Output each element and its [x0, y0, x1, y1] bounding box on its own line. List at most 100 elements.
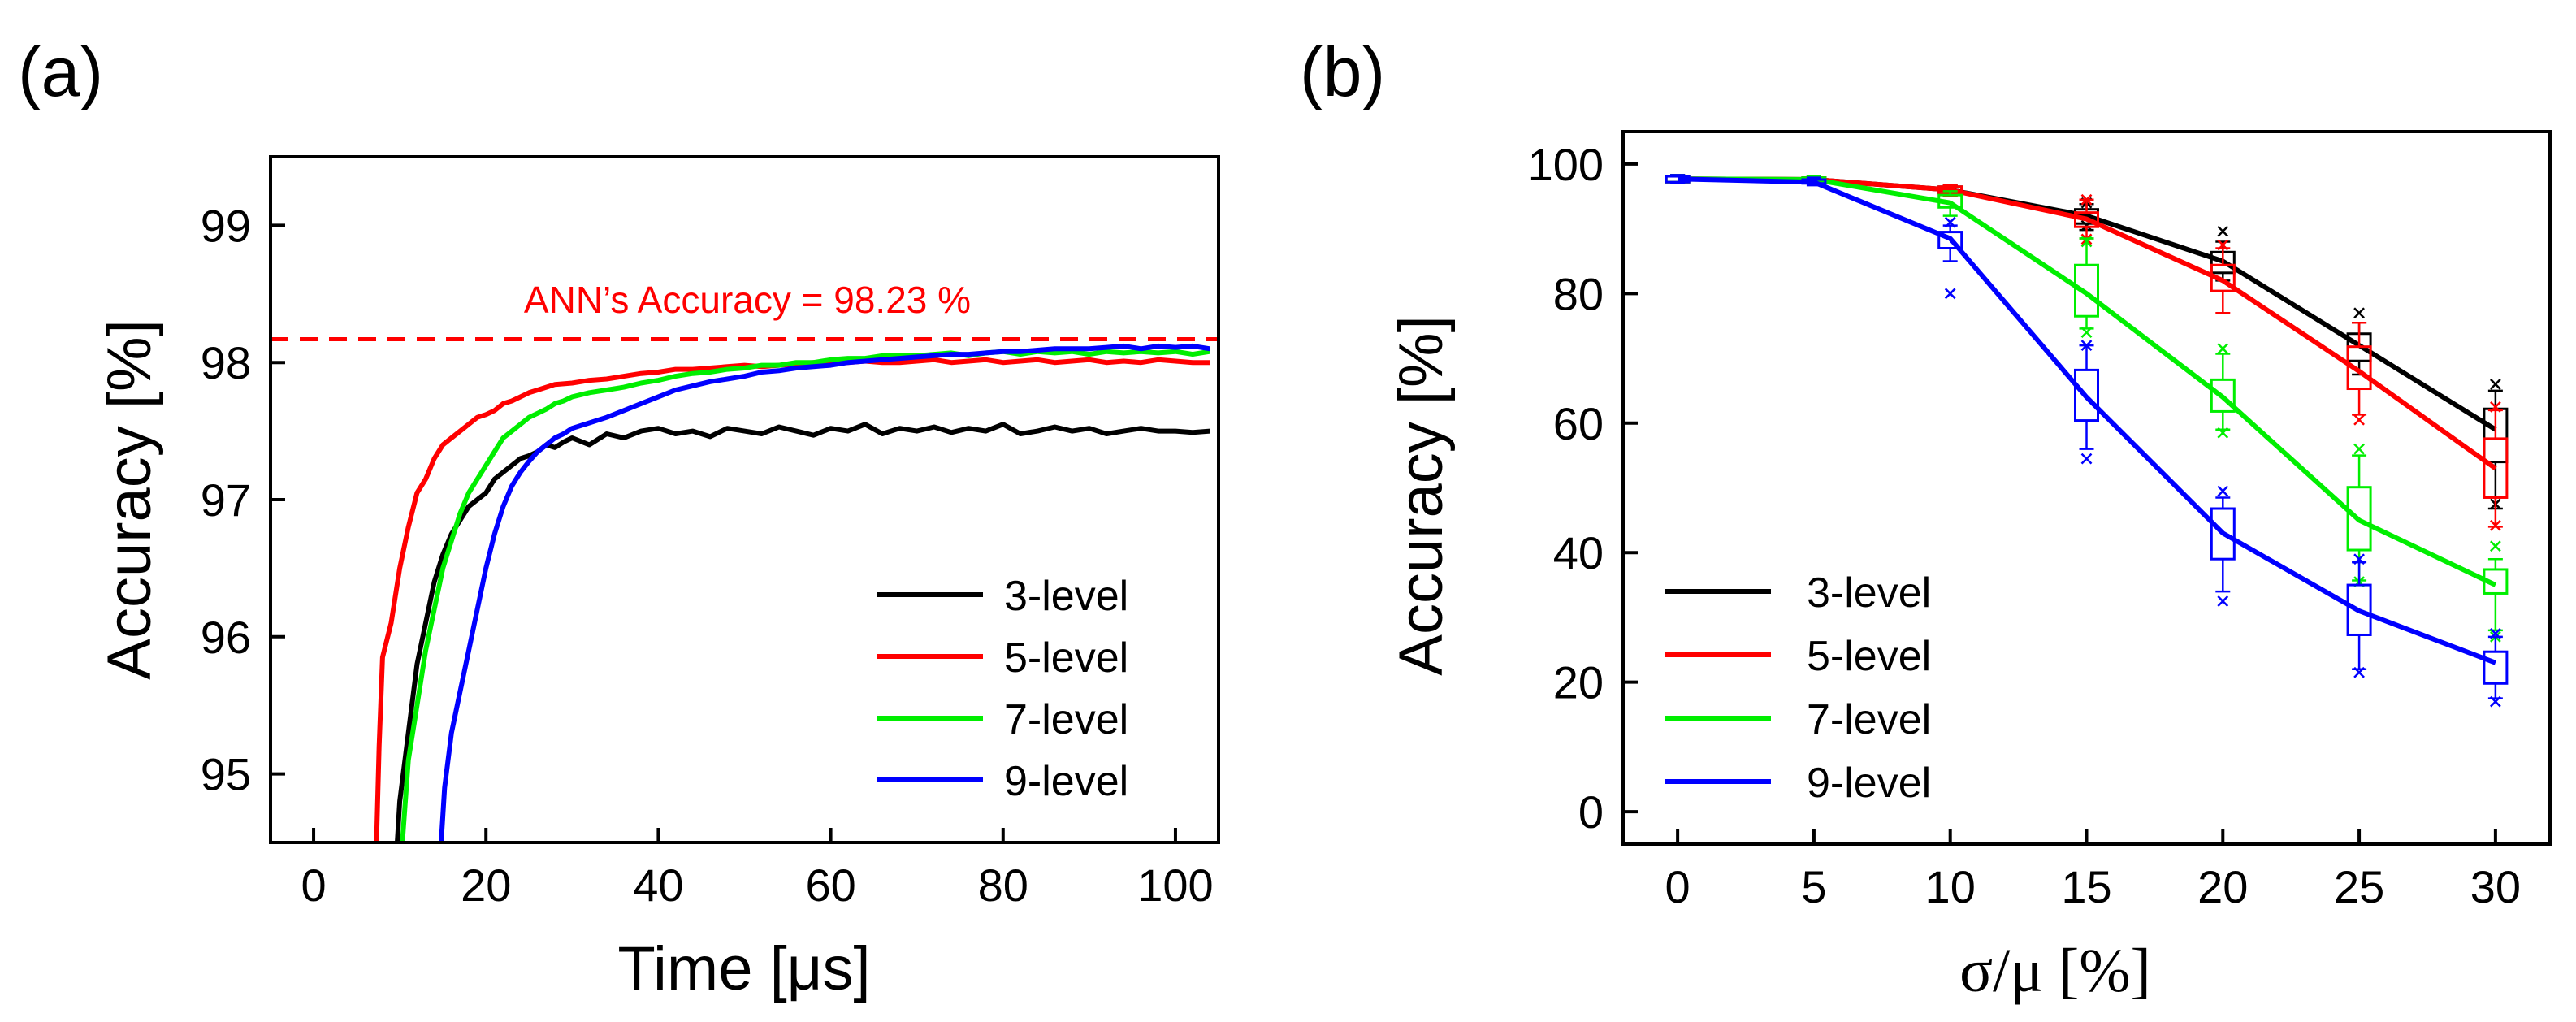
box [2210, 378, 2236, 413]
y-tick-label: 98 [201, 337, 251, 388]
x-tick-label: 60 [805, 860, 855, 911]
panel-a: (a) ANN’s Accuracy = 98.23 % 0 20 40 60 80 10… [18, 33, 1220, 1003]
panel-b-y-title: Accuracy [%] [1387, 315, 1456, 675]
box [2483, 437, 2509, 499]
legend-item-9-level: 9-level [1665, 760, 1931, 807]
series-line-9-level [439, 343, 1210, 842]
box [2074, 368, 2099, 422]
legend-item-7-level: 7-level [1665, 696, 1931, 743]
panel-b: (b) 0 5 10 15 20 25 30 0 20 40 60 80 100 σ/μ [%] Acc… [1300, 33, 2552, 1005]
reference-line-label: ANN’s Accuracy = 98.23 % [524, 279, 971, 321]
outlier-marker [2489, 379, 2501, 390]
outlier-marker [1944, 288, 1956, 300]
series-line-3-level [1678, 176, 2497, 432]
panel-a-legend: 3-level 5-level 7-level 9-level [877, 573, 1128, 805]
x-tick-label: 0 [1665, 861, 1691, 912]
y-tick-label: 97 [201, 474, 251, 526]
legend-label: 7-level [1807, 696, 1931, 743]
legend-item-5-level: 5-level [1665, 633, 1931, 680]
box [2074, 263, 2099, 318]
outlier-marker [2217, 239, 2229, 251]
x-tick-label: 10 [1925, 861, 1976, 912]
panel-a-y-title: Accuracy [%] [95, 319, 164, 679]
x-tick-label: 80 [978, 860, 1028, 911]
outlier-marker [2217, 225, 2229, 237]
outlier-marker [2489, 628, 2501, 639]
outlier-marker [2489, 519, 2501, 531]
y-tick-label: 95 [201, 749, 251, 800]
box [2483, 407, 2509, 464]
legend-item-3-level: 3-level [877, 573, 1128, 620]
series-9-level [1665, 174, 2509, 708]
box [2346, 583, 2372, 636]
panel-b-axes: 0 5 10 15 20 25 30 0 20 40 60 80 100 [1528, 139, 2521, 912]
panel-a-x-title: Time [μs] [617, 934, 870, 1003]
outlier-marker [2489, 540, 2501, 552]
box [2346, 345, 2372, 391]
legend-label: 3-level [1004, 573, 1128, 620]
y-tick-label: 0 [1578, 786, 1604, 838]
y-tick-label: 99 [201, 200, 251, 251]
y-tick-label: 20 [1553, 657, 1604, 708]
x-tick-label: 30 [2470, 861, 2521, 912]
box [2346, 486, 2372, 552]
box [2210, 507, 2236, 561]
series-line-7-level [400, 349, 1210, 842]
legend-label: 9-level [1004, 758, 1128, 805]
y-tick-label: 96 [201, 612, 251, 663]
outlier-marker [2080, 236, 2093, 248]
legend-item-7-level: 7-level [877, 696, 1128, 743]
outlier-marker [2080, 193, 2093, 206]
outlier-marker [1944, 216, 1956, 228]
legend-label: 7-level [1004, 696, 1128, 743]
outlier-marker [2353, 666, 2365, 678]
outlier-marker [2217, 485, 2229, 497]
x-tick-label: 15 [2061, 861, 2111, 912]
x-tick-label: 5 [1801, 861, 1826, 912]
outlier-marker [2353, 307, 2365, 319]
outlier-marker [2080, 453, 2093, 465]
outlier-marker [2353, 553, 2365, 565]
outlier-marker [2217, 595, 2229, 607]
panel-b-marks [1665, 174, 2509, 708]
legend-item-3-level: 3-level [1665, 569, 1931, 617]
y-tick-label: 60 [1553, 398, 1604, 449]
legend-label: 5-level [1807, 633, 1931, 680]
outlier-marker [2217, 343, 2229, 354]
y-tick-label: 40 [1553, 527, 1604, 578]
outlier-marker [2353, 443, 2365, 455]
x-tick-label: 20 [461, 860, 511, 911]
panel-b-x-title: σ/μ [%] [1959, 937, 2151, 1005]
outlier-marker [2080, 327, 2093, 339]
panel-a-axes: 0 20 40 60 80 100 95 96 97 98 99 [201, 200, 1214, 911]
outlier-marker [2353, 414, 2365, 426]
panel-b-legend: 3-level 5-level 7-level 9-level [1665, 569, 1931, 807]
series-7-level [1665, 174, 2509, 643]
box [2074, 211, 2099, 228]
series-line-9-level [1678, 176, 2496, 665]
legend-item-5-level: 5-level [877, 634, 1128, 682]
outlier-marker [2489, 401, 2501, 413]
x-tick-label: 0 [301, 860, 326, 911]
x-tick-label: 40 [633, 860, 683, 911]
x-tick-label: 100 [1137, 860, 1213, 911]
series-line-5-level [374, 357, 1210, 842]
panel-b-label: (b) [1300, 33, 1385, 111]
outlier-marker [2217, 427, 2229, 439]
series-line-3-level [395, 422, 1210, 842]
x-tick-label: 25 [2334, 861, 2384, 912]
outlier-marker [2080, 340, 2093, 351]
legend-label: 9-level [1807, 760, 1931, 807]
y-tick-label: 100 [1528, 139, 1604, 190]
box [2483, 650, 2509, 685]
legend-label: 5-level [1004, 634, 1128, 682]
panel-a-label: (a) [18, 33, 103, 111]
y-tick-label: 80 [1553, 268, 1604, 319]
outlier-marker [2489, 695, 2501, 708]
legend-label: 3-level [1807, 569, 1931, 617]
x-tick-label: 20 [2197, 861, 2248, 912]
legend-item-9-level: 9-level [877, 758, 1128, 805]
panel-a-marks [271, 337, 1219, 842]
box [1937, 231, 1963, 250]
